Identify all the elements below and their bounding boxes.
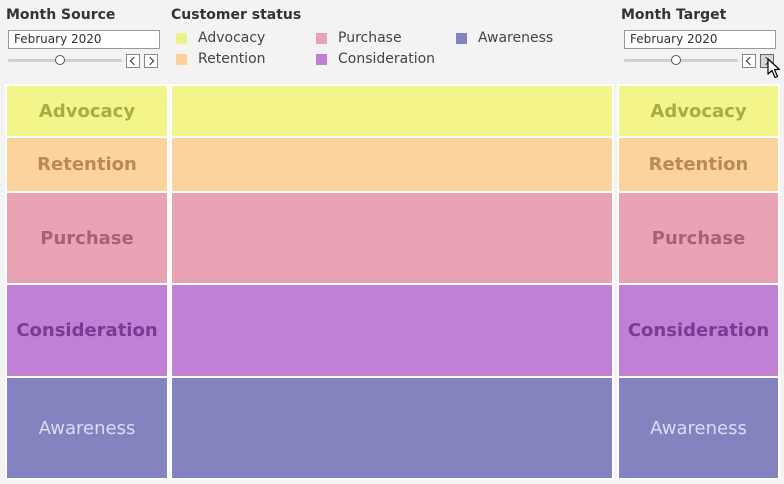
flow-band-retention[interactable] xyxy=(172,138,612,191)
mouse-pointer-icon xyxy=(767,58,781,79)
legend-title: Customer status xyxy=(171,7,302,23)
legend-label: Consideration xyxy=(338,51,436,67)
flow-band-purchase[interactable] xyxy=(172,193,612,283)
band-label: Awareness xyxy=(38,417,136,439)
legend-item-advocacy[interactable]: Advocacy xyxy=(176,29,265,47)
band-label: Purchase xyxy=(40,227,134,249)
month-source-title: Month Source xyxy=(6,7,116,23)
legend-swatch xyxy=(176,32,187,44)
target-band-advocacy[interactable]: Advocacy xyxy=(619,86,778,136)
band-label: Consideration xyxy=(627,320,770,341)
source-band-advocacy[interactable]: Advocacy xyxy=(7,86,167,136)
target-band-retention[interactable]: Retention xyxy=(619,138,778,191)
band-label: Purchase xyxy=(651,227,746,249)
month-source-field[interactable]: February 2020 xyxy=(8,30,160,49)
target-band-consideration[interactable]: Consideration xyxy=(619,285,778,376)
month-target-slider-thumb[interactable] xyxy=(671,55,681,65)
target-band-purchase[interactable]: Purchase xyxy=(619,193,778,283)
legend-label: Awareness xyxy=(478,30,554,46)
month-target-prev-button[interactable] xyxy=(742,54,756,68)
legend-swatch xyxy=(316,32,327,44)
target-band-awareness[interactable]: Awareness xyxy=(619,378,778,478)
flow-band-advocacy[interactable] xyxy=(172,86,612,136)
legend-label: Retention xyxy=(198,51,266,67)
chevron-left-icon xyxy=(129,56,139,66)
source-band-retention[interactable]: Retention xyxy=(7,138,167,191)
legend-label: Advocacy xyxy=(198,30,266,46)
chevron-left-icon xyxy=(745,56,755,66)
band-label: Retention xyxy=(648,154,749,175)
legend-item-awareness[interactable]: Awareness xyxy=(456,29,553,47)
legend-item-purchase[interactable]: Purchase xyxy=(316,29,402,47)
band-label: Consideration xyxy=(16,320,158,341)
month-source-next-button[interactable] xyxy=(144,54,158,68)
flow-band-awareness[interactable] xyxy=(172,378,612,478)
month-source-slider-track[interactable] xyxy=(8,59,122,62)
band-label: Retention xyxy=(37,154,137,175)
band-label: Advocacy xyxy=(650,100,747,122)
legend-swatch xyxy=(456,32,467,44)
legend-swatch xyxy=(176,53,187,65)
month-target-field[interactable]: February 2020 xyxy=(624,30,776,49)
band-label: Advocacy xyxy=(38,100,136,122)
source-band-purchase[interactable]: Purchase xyxy=(7,193,167,283)
month-source-slider-thumb[interactable] xyxy=(55,55,65,65)
legend-swatch xyxy=(316,53,327,65)
legend-label: Purchase xyxy=(338,30,402,46)
month-target-slider-track[interactable] xyxy=(624,59,738,62)
source-band-awareness[interactable]: Awareness xyxy=(7,378,167,478)
chevron-right-icon xyxy=(145,56,155,66)
flow-band-consideration[interactable] xyxy=(172,285,612,376)
month-source-prev-button[interactable] xyxy=(126,54,140,68)
source-band-consideration[interactable]: Consideration xyxy=(7,285,167,376)
month-target-title: Month Target xyxy=(621,7,727,23)
legend-item-consideration[interactable]: Consideration xyxy=(316,50,435,68)
band-label: Awareness xyxy=(650,417,747,439)
legend-item-retention[interactable]: Retention xyxy=(176,50,266,68)
